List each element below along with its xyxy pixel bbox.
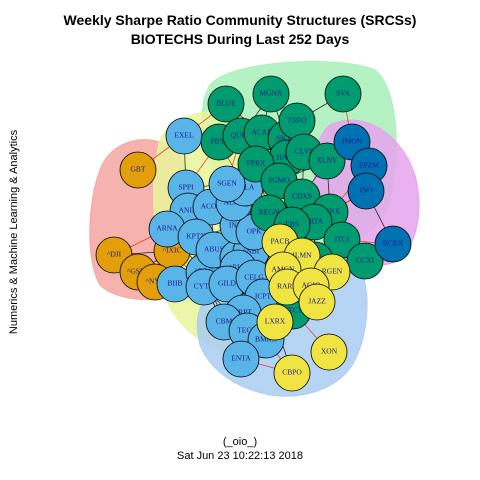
network-node: BCRX xyxy=(374,225,412,263)
node-label: PTCT xyxy=(284,306,303,315)
node-label: PGNX xyxy=(320,207,341,216)
node-label: INO xyxy=(359,186,373,195)
network-node: EXEL xyxy=(165,117,203,155)
node-label: SRPT xyxy=(234,308,252,317)
node-label: RGEN xyxy=(322,267,343,276)
node-circle xyxy=(208,165,246,203)
node-label: FPRX xyxy=(247,159,266,168)
node-label: KPTX xyxy=(186,232,206,241)
network-node: SGEN xyxy=(208,165,246,203)
node-circle xyxy=(256,303,294,341)
node-label: SVA xyxy=(336,89,351,98)
node-circle xyxy=(310,333,348,371)
node-label: CCXI xyxy=(356,256,374,265)
network-node: TSRO xyxy=(278,102,316,140)
node-label: ABUS xyxy=(204,245,224,254)
node-label: PACB xyxy=(271,237,290,246)
node-label: ^IXIC xyxy=(163,246,182,255)
node-label: ILMN xyxy=(292,251,312,260)
node-label: NKTR xyxy=(276,134,296,143)
network-node: BLUE xyxy=(207,85,245,123)
network-node: XON xyxy=(310,333,348,371)
node-label: TECH xyxy=(237,326,257,335)
network-node: LXRX xyxy=(256,303,294,341)
node-label: EXEL xyxy=(174,131,194,140)
node-circle xyxy=(119,151,157,189)
node-label: ANIK xyxy=(179,206,198,215)
chart-title-line-2: BIOTECHS During Last 252 Days xyxy=(130,31,350,47)
node-label: EBS xyxy=(285,220,299,229)
node-label: REGN xyxy=(259,208,280,217)
network-node: GBT xyxy=(119,151,157,189)
node-label: LXRX xyxy=(265,317,286,326)
network-node: INO xyxy=(347,172,385,210)
node-label: CBM xyxy=(216,317,233,326)
node-circle xyxy=(346,242,384,280)
network-node: SVA xyxy=(324,75,362,113)
network-node: CCXI xyxy=(346,242,384,280)
node-label: ICPT xyxy=(255,292,272,301)
network-node: ITCI xyxy=(323,221,361,259)
caption-timestamp: Sat Jun 23 10:22:13 2018 xyxy=(177,450,303,462)
node-label: SPPI xyxy=(178,183,194,192)
node-label: BMRN xyxy=(255,335,278,344)
node-label: ^RUT xyxy=(229,263,248,272)
node-circle xyxy=(222,340,260,378)
node-label: XON xyxy=(321,347,338,356)
node-label: XLNY xyxy=(317,156,338,165)
node-label: RARE xyxy=(277,282,297,291)
network-node: CBPO xyxy=(273,354,311,392)
node-circle xyxy=(252,75,290,113)
node-label: ACOR xyxy=(201,202,222,211)
network-node: JAZZ xyxy=(298,283,336,321)
node-circle xyxy=(207,85,245,123)
node-label: CYTK xyxy=(194,282,215,291)
network-node: XLNY xyxy=(308,142,346,180)
node-circle xyxy=(273,354,311,392)
caption-author: (_oio_) xyxy=(222,436,258,448)
node-label: BLUE xyxy=(216,99,236,108)
node-circle xyxy=(298,283,336,321)
node-circle xyxy=(347,172,385,210)
chart-title-line-1: Weekly Sharpe Ratio Community Structures… xyxy=(63,12,417,28)
node-label: JMON xyxy=(342,137,363,146)
node-label: GILD xyxy=(218,279,236,288)
node-label: ITCI xyxy=(335,235,350,244)
node-label: CBPO xyxy=(282,368,302,377)
node-label: SGMO xyxy=(268,176,290,185)
network-node: MGNX xyxy=(252,75,290,113)
node-label: BCRX xyxy=(383,239,404,248)
node-label: CDXS xyxy=(292,192,312,201)
node-label: ENTA xyxy=(231,354,251,363)
node-label: SGEN xyxy=(217,179,237,188)
node-label: PTLA xyxy=(236,183,255,192)
node-label: OPK xyxy=(246,227,262,236)
node-circle xyxy=(374,225,412,263)
node-label: ^NBI xyxy=(243,247,260,256)
node-label: ^GSPC xyxy=(127,267,149,276)
node-label: QURE xyxy=(231,131,252,140)
node-label: BIIB xyxy=(168,279,183,288)
node-layer: GBT ^DJI ^GSPC ^IXIC ^NYA EXEL SPPI ANIK ACOR ARN… xyxy=(95,75,412,392)
node-label: TSRO xyxy=(287,116,307,125)
node-label: MGNX xyxy=(260,89,284,98)
node-label: PBYI xyxy=(210,137,228,146)
node-label: CLVS xyxy=(295,147,313,156)
node-circle xyxy=(308,142,346,180)
node-label: JAZZ xyxy=(308,297,326,306)
node-circle xyxy=(324,75,362,113)
node-label: ARNA xyxy=(156,224,178,233)
node-label: EPZM xyxy=(359,161,379,170)
node-label: GBT xyxy=(131,165,146,174)
node-label: ^NYA xyxy=(146,277,166,286)
node-label: ^DJI xyxy=(107,250,122,259)
node-label: ACAD xyxy=(251,128,273,137)
network-node: ENTA xyxy=(222,340,260,378)
node-label: PRTA xyxy=(305,217,324,226)
node-label: CELG xyxy=(244,273,264,282)
